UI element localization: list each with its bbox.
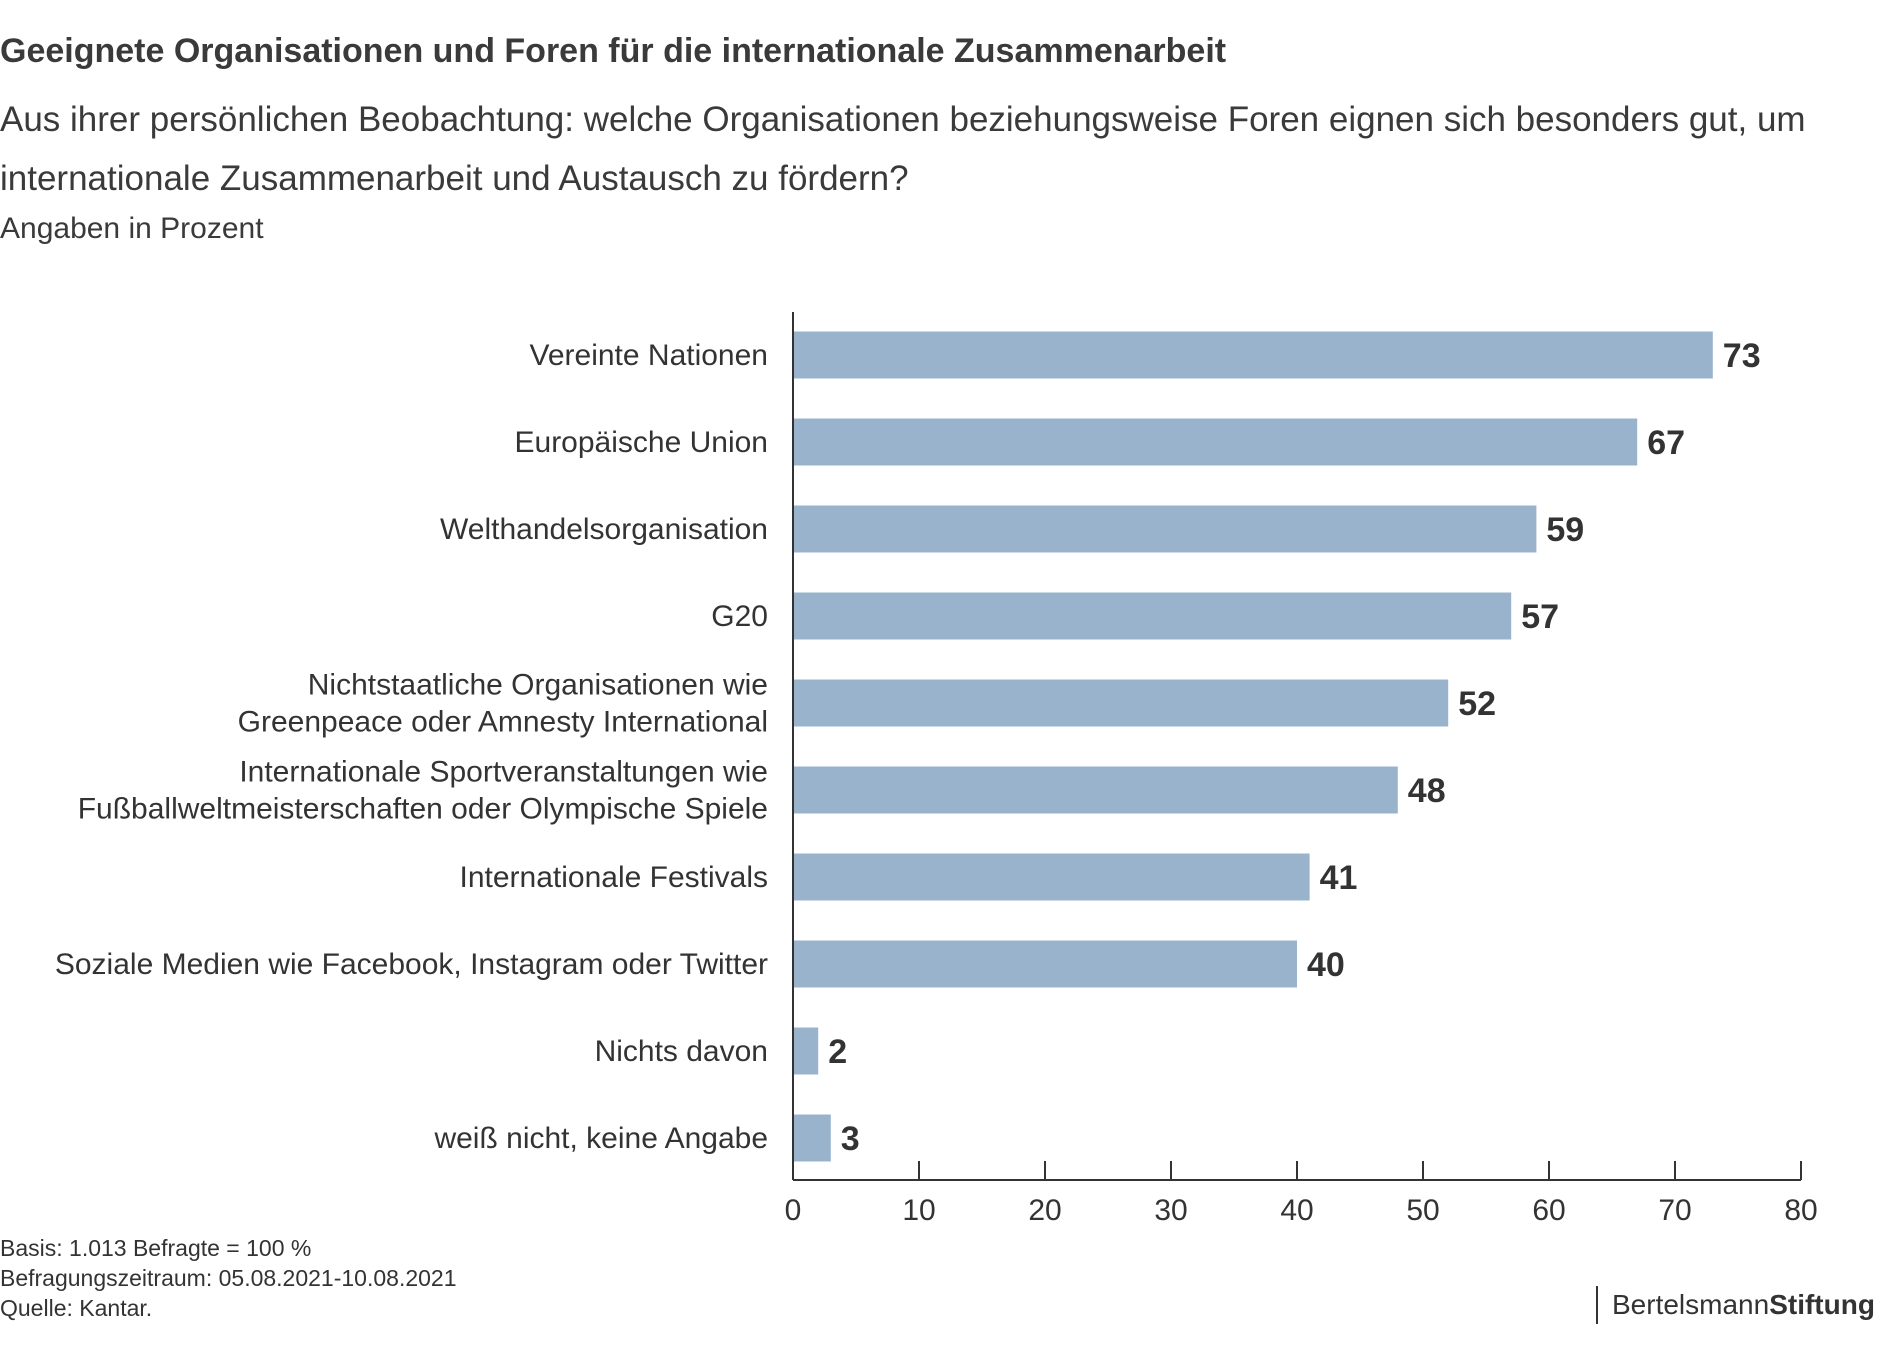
x-tick-label: 0	[785, 1194, 802, 1227]
category-label: Nichts davon	[595, 1035, 768, 1068]
bar-value-label: 57	[1521, 598, 1559, 636]
chart-subtitle: Aus ihrer persönlichen Beobachtung: welc…	[0, 100, 1806, 198]
bar-value-label: 41	[1320, 859, 1358, 897]
x-tick-label: 70	[1658, 1194, 1691, 1227]
category-label: weiß nicht, keine Angabe	[433, 1122, 768, 1155]
bar	[793, 679, 1449, 727]
bar	[793, 505, 1537, 553]
x-tick-label: 50	[1406, 1194, 1439, 1227]
logo-text-regular: Bertelsmann	[1612, 1289, 1770, 1320]
x-tick-label: 40	[1280, 1194, 1313, 1227]
category-label: Vereinte Nationen	[529, 339, 768, 372]
chart-footer: Basis: 1.013 Befragte = 100 % Befragungs…	[0, 1233, 457, 1323]
bar-value-label: 52	[1458, 685, 1496, 723]
footer-period: Befragungszeitraum: 05.08.2021-10.08.202…	[0, 1265, 457, 1291]
bar-value-label: 73	[1723, 337, 1761, 375]
category-label: Soziale Medien wie Facebook, Instagram o…	[55, 948, 768, 981]
unit-note: Angaben in Prozent	[0, 212, 264, 245]
bar	[793, 592, 1512, 640]
bar	[793, 1114, 831, 1162]
bar	[793, 331, 1713, 379]
category-label: Nichtstaatliche Organisationen wie Greenp…	[238, 669, 768, 739]
bar	[793, 418, 1638, 466]
category-label: Internationale Festivals	[460, 861, 769, 894]
x-tick-label: 10	[902, 1194, 935, 1227]
footer-source: Quelle: Kantar.	[0, 1295, 153, 1321]
category-label: Europäische Union	[515, 426, 769, 459]
bar	[793, 1027, 819, 1075]
bar-chart: 73 Vereinte Nationen 67 Europäische Union 59…	[55, 312, 1818, 1227]
bar-value-label: 59	[1546, 511, 1584, 549]
bar-value-label: 40	[1307, 946, 1345, 984]
bar	[793, 766, 1398, 814]
bar-value-label: 2	[828, 1033, 847, 1071]
footer-basis: Basis: 1.013 Befragte = 100 %	[0, 1235, 312, 1261]
category-label: Internationale Sportveranstaltungen wie F…	[78, 756, 768, 826]
x-tick-label: 60	[1532, 1194, 1565, 1227]
x-tick-label: 30	[1154, 1194, 1187, 1227]
bar-value-label: 3	[841, 1120, 860, 1158]
x-tick-label: 80	[1784, 1194, 1817, 1227]
bar	[793, 940, 1297, 988]
category-label: G20	[711, 600, 768, 633]
category-label: Welthandelsorganisation	[440, 513, 768, 546]
bar-value-label: 48	[1408, 772, 1446, 810]
bertelsmann-stiftung-logo: BertelsmannStiftung	[1596, 1286, 1875, 1324]
chart-title: Geeignete Organisationen und Foren für d…	[0, 32, 1227, 70]
x-tick-label: 20	[1028, 1194, 1061, 1227]
bar-value-label: 67	[1647, 424, 1685, 462]
bar	[793, 853, 1310, 901]
logo-text-bold: Stiftung	[1769, 1289, 1875, 1320]
